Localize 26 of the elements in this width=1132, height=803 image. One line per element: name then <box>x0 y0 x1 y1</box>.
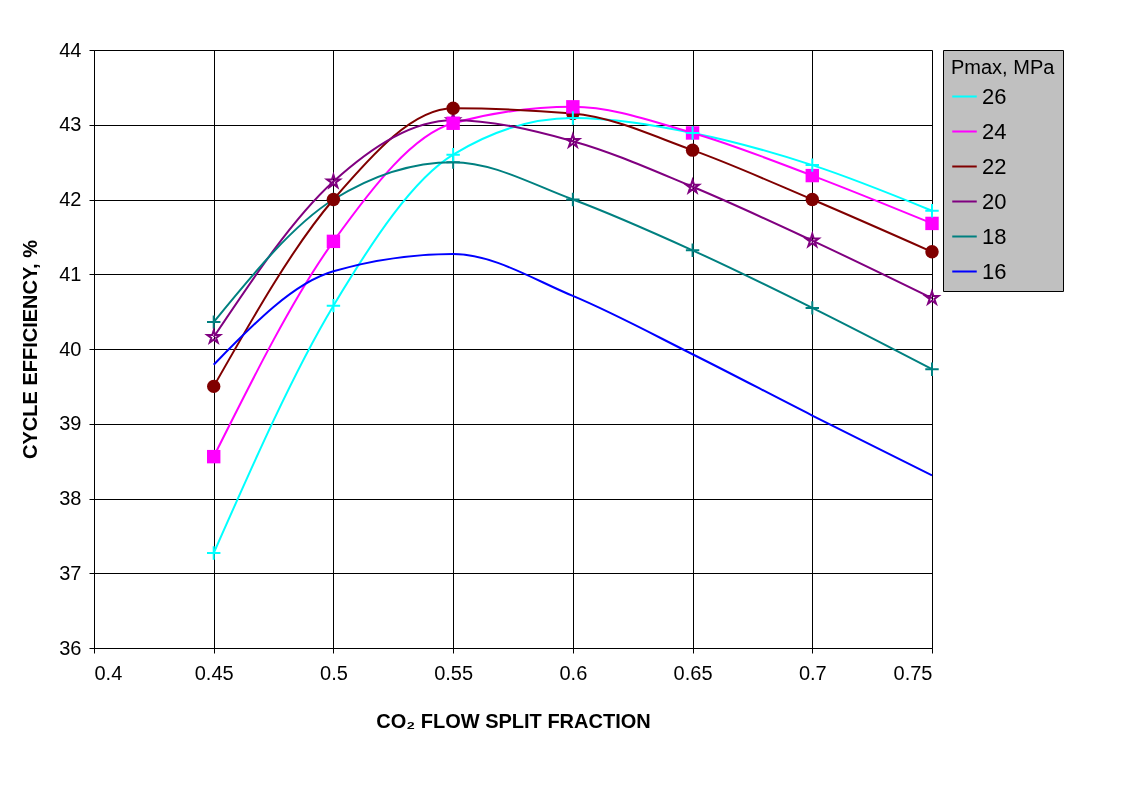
x-tick-label: 0.5 <box>320 661 348 684</box>
y-tick-label: 39 <box>59 412 82 435</box>
legend-label: 20 <box>982 188 1007 214</box>
y-tick-label: 36 <box>59 636 82 659</box>
y-tick-label: 38 <box>59 487 82 509</box>
legend-title: Pmax, MPa <box>951 56 1056 78</box>
x-tick-label: 0.7 <box>798 661 827 684</box>
y-tick-label: 37 <box>59 561 82 584</box>
y-tick-label: 40 <box>59 337 82 360</box>
x-tick-label: 0.45 <box>194 661 234 684</box>
y-tick-label: 44 <box>59 38 82 61</box>
x-tick-label: 0.6 <box>559 661 588 684</box>
legend-label: 22 <box>982 153 1007 179</box>
x-tick-label: 0.65 <box>673 661 713 684</box>
legend-label: 26 <box>982 83 1007 109</box>
y-tick-label: 41 <box>59 262 82 285</box>
x-tick-label: 0.55 <box>434 661 474 684</box>
x-tick-label: 0.4 <box>94 661 123 684</box>
x-axis-title: CO₂ FLOW SPLIT FRACTION <box>376 709 651 732</box>
x-tick-label: 0.75 <box>893 661 933 684</box>
legend-label: 18 <box>982 223 1007 249</box>
y-axis-title: CYCLE EFFICIENCY, % <box>19 239 42 459</box>
y-tick-label: 43 <box>59 113 82 136</box>
legend-label: 16 <box>982 258 1007 284</box>
legend-label: 24 <box>982 118 1007 144</box>
y-tick-label: 42 <box>59 188 82 210</box>
